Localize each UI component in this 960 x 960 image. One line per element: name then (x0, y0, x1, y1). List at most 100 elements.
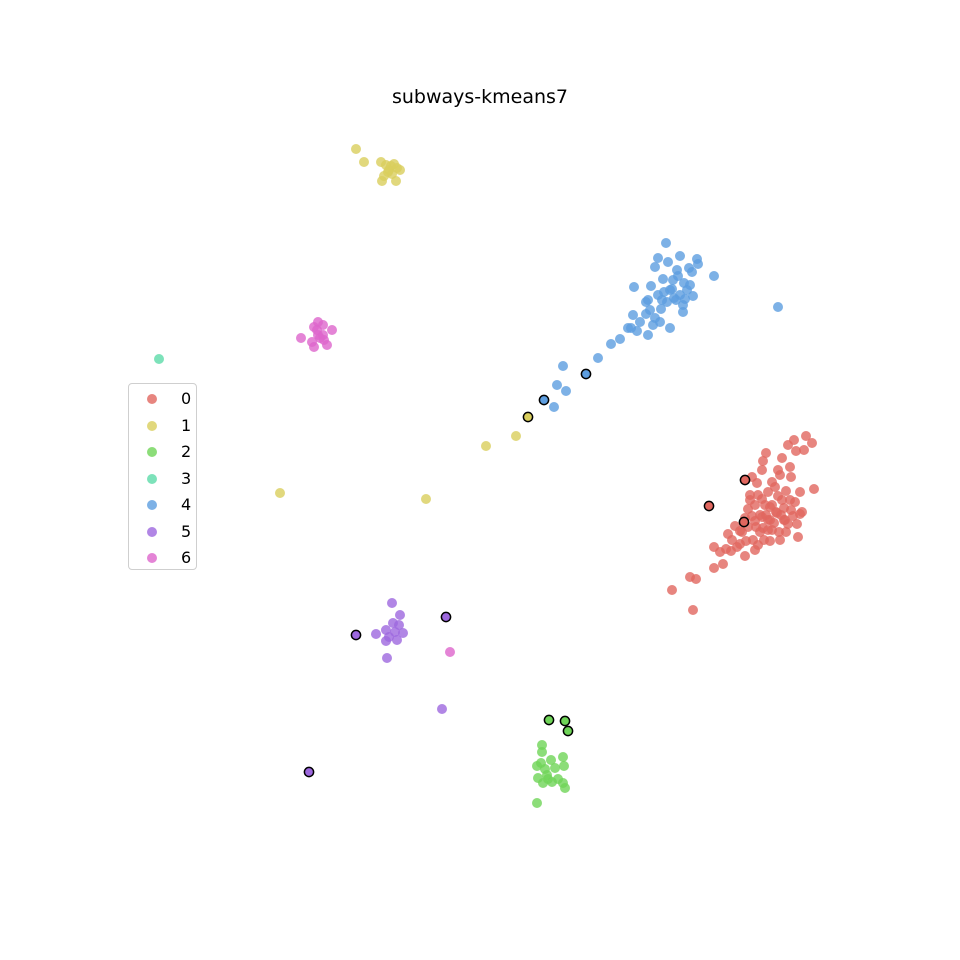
legend-label: 3 (181, 468, 192, 488)
point-cluster-0 (801, 431, 811, 441)
point-cluster-4 (685, 280, 695, 290)
point-cluster-0 (718, 559, 728, 569)
legend-item-4: 4 (129, 492, 198, 518)
point-cluster-0 (763, 487, 773, 497)
point-cluster-1 (383, 167, 393, 177)
point-cluster-0 (777, 495, 787, 505)
point-cluster-0 (760, 500, 770, 510)
point-cluster-4 (643, 330, 653, 340)
legend-marker-icon (147, 526, 157, 537)
outlined-point-cluster-1 (522, 411, 534, 423)
outlined-point-cluster-4 (538, 394, 550, 406)
point-cluster-1 (377, 176, 387, 186)
point-cluster-5 (398, 628, 408, 638)
legend-item-3: 3 (129, 466, 198, 492)
point-cluster-0 (758, 456, 768, 466)
outlined-point-cluster-2 (559, 715, 571, 727)
point-cluster-4 (561, 386, 571, 396)
point-cluster-2 (550, 763, 560, 773)
point-cluster-6 (296, 333, 306, 343)
point-cluster-5 (387, 598, 397, 608)
legend-marker-icon (147, 553, 157, 563)
point-cluster-0 (795, 487, 805, 497)
outlined-point-cluster-5 (440, 611, 452, 623)
point-cluster-3 (154, 354, 164, 364)
point-cluster-4 (558, 361, 568, 371)
point-cluster-0 (793, 532, 803, 542)
point-cluster-4 (549, 402, 559, 412)
point-cluster-6 (312, 325, 322, 335)
point-cluster-6 (327, 325, 337, 335)
legend-item-0: 0 (129, 386, 198, 412)
point-cluster-0 (715, 547, 725, 557)
point-cluster-2 (560, 783, 570, 793)
point-cluster-1 (359, 157, 369, 167)
point-cluster-0 (750, 516, 760, 526)
point-cluster-0 (773, 465, 783, 475)
point-cluster-0 (767, 500, 777, 510)
point-cluster-0 (667, 585, 677, 595)
point-cluster-0 (772, 508, 782, 518)
outlined-point-cluster-4 (580, 368, 592, 380)
point-cluster-0 (753, 490, 763, 500)
point-cluster-4 (653, 253, 663, 263)
point-cluster-6 (322, 340, 332, 350)
point-cluster-0 (770, 482, 780, 492)
point-cluster-0 (775, 535, 785, 545)
outlined-point-cluster-0 (738, 516, 750, 528)
point-cluster-1 (275, 488, 285, 498)
point-cluster-5 (395, 610, 405, 620)
legend-item-1: 1 (129, 413, 198, 439)
legend-item-2: 2 (129, 439, 198, 465)
point-cluster-4 (773, 302, 783, 312)
point-cluster-2 (532, 761, 542, 771)
point-cluster-4 (629, 282, 639, 292)
point-cluster-4 (645, 305, 655, 315)
point-cluster-4 (552, 380, 562, 390)
legend-marker-icon (147, 394, 157, 404)
point-cluster-1 (395, 165, 405, 175)
point-cluster-2 (537, 740, 547, 750)
point-cluster-0 (799, 445, 809, 455)
point-cluster-0 (765, 536, 775, 546)
point-cluster-2 (537, 747, 547, 757)
outlined-point-cluster-5 (303, 766, 315, 778)
point-cluster-2 (558, 752, 568, 762)
point-cluster-6 (445, 647, 455, 657)
point-cluster-4 (606, 339, 616, 349)
point-cluster-4 (658, 274, 668, 284)
outlined-point-cluster-2 (543, 714, 555, 726)
point-cluster-4 (593, 353, 603, 363)
legend-label: 4 (181, 495, 192, 514)
point-cluster-1 (351, 144, 361, 154)
point-cluster-4 (656, 304, 666, 314)
point-cluster-4 (635, 317, 645, 327)
point-cluster-4 (661, 238, 671, 248)
point-cluster-2 (546, 755, 556, 765)
point-cluster-0 (785, 462, 795, 472)
point-cluster-0 (765, 515, 775, 525)
point-cluster-0 (688, 605, 698, 615)
outlined-point-cluster-0 (703, 500, 715, 512)
point-cluster-1 (391, 176, 401, 186)
point-cluster-0 (709, 563, 719, 573)
legend-item-6: 6 (129, 545, 198, 571)
point-cluster-0 (777, 453, 787, 463)
point-cluster-5 (382, 653, 392, 663)
point-cluster-0 (761, 448, 771, 458)
point-cluster-0 (752, 478, 762, 488)
point-cluster-4 (663, 257, 673, 267)
point-cluster-0 (795, 509, 805, 519)
chart-title: subways-kmeans7 (391, 86, 569, 108)
legend-label: 2 (181, 442, 192, 461)
point-cluster-4 (673, 271, 683, 281)
legend-marker-icon (147, 420, 157, 431)
legend: 0 1 2 3 4 5 6 (128, 383, 197, 570)
point-cluster-0 (789, 435, 799, 445)
point-cluster-0 (748, 535, 758, 545)
point-cluster-0 (763, 525, 773, 535)
point-cluster-5 (392, 635, 402, 645)
point-cluster-4 (675, 251, 685, 261)
point-cluster-4 (709, 271, 719, 281)
point-cluster-2 (532, 798, 542, 808)
